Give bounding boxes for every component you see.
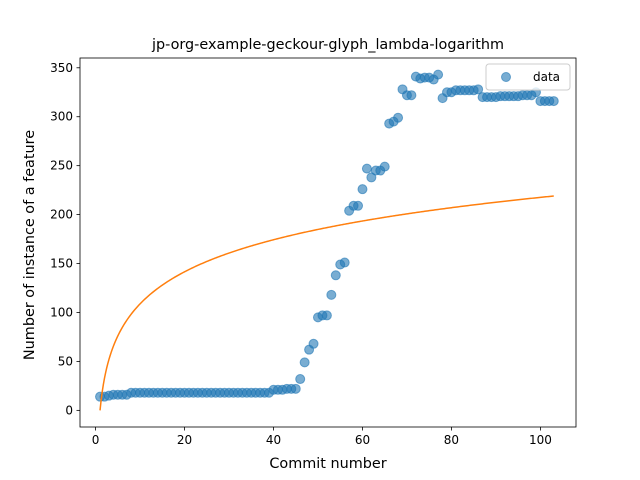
data-point xyxy=(473,84,484,95)
legend-marker xyxy=(501,72,511,82)
x-tick-label: 80 xyxy=(444,433,459,447)
y-tick-label: 350 xyxy=(50,61,73,75)
legend-label: data xyxy=(533,70,560,84)
chart-title: jp-org-example-geckour-glyph_lambda-loga… xyxy=(151,37,504,53)
y-axis-label: Number of instance of a feature xyxy=(22,130,38,360)
x-tick-label: 0 xyxy=(92,433,100,447)
data-point xyxy=(299,357,310,368)
y-tick-label: 100 xyxy=(50,305,73,319)
y-tick-label: 50 xyxy=(58,354,73,368)
data-point xyxy=(361,163,372,174)
data-point xyxy=(379,161,390,172)
x-tick-label: 40 xyxy=(266,433,281,447)
y-tick-label: 200 xyxy=(50,208,73,222)
data-point xyxy=(393,112,404,123)
x-tick-label: 60 xyxy=(355,433,370,447)
y-tick-label: 250 xyxy=(50,159,73,173)
y-tick-label: 0 xyxy=(65,403,73,417)
data-point xyxy=(290,383,301,394)
data-point xyxy=(357,184,368,195)
data-point xyxy=(321,310,332,321)
y-tick-label: 150 xyxy=(50,257,73,271)
x-axis-label: Commit number xyxy=(269,456,386,472)
axes-frame xyxy=(79,57,577,428)
x-tick-label: 20 xyxy=(177,433,192,447)
x-tick-label: 100 xyxy=(529,433,552,447)
y-tick-label: 300 xyxy=(50,110,73,124)
data-point xyxy=(353,200,364,211)
data-point xyxy=(330,270,341,281)
data-point xyxy=(295,374,306,385)
data-point xyxy=(548,96,559,107)
fit-line xyxy=(99,195,554,411)
data-point xyxy=(308,338,319,349)
data-point xyxy=(366,172,377,183)
legend-box xyxy=(485,63,571,91)
plot-area: 0 20 40 60 80 100 0 50 100 150 200 250 300 350 data xyxy=(50,57,577,447)
data-point xyxy=(326,289,337,300)
data-point xyxy=(339,257,350,268)
data-point xyxy=(433,69,444,80)
data-point xyxy=(406,90,417,101)
